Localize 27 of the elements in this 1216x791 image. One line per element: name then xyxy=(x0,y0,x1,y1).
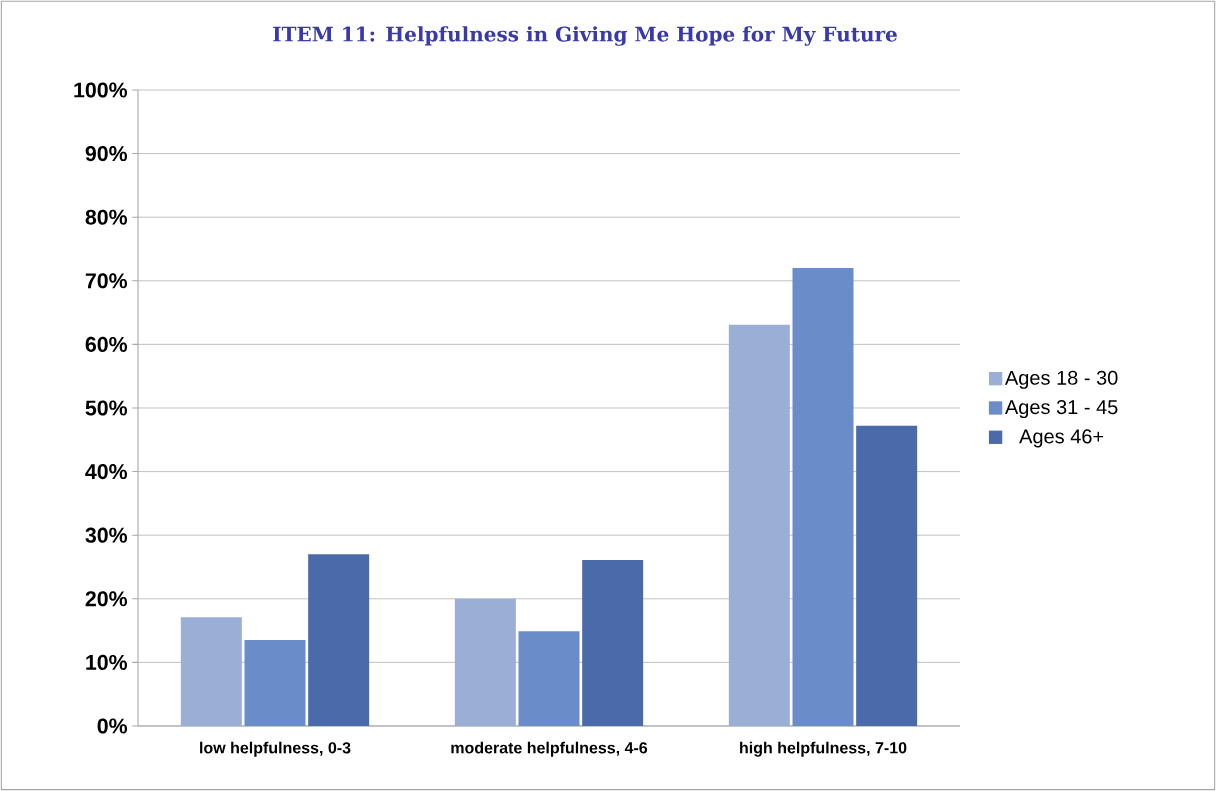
bar xyxy=(180,617,242,726)
y-tick-label: 0% xyxy=(97,718,128,734)
y-tick-label: 20% xyxy=(85,591,128,607)
y-tick-label: 10% xyxy=(86,654,128,670)
x-tick-label: moderate helpfulness, 4-6 xyxy=(451,741,648,757)
bar xyxy=(582,559,644,726)
y-tick-label: 50% xyxy=(85,400,128,416)
bar xyxy=(244,640,306,726)
bar xyxy=(308,554,370,726)
y-tick-label: 70% xyxy=(85,273,128,289)
bar xyxy=(856,425,918,726)
legend-label: Ages 31 - 45 xyxy=(1004,400,1118,419)
y-tick-label: 80% xyxy=(85,209,128,225)
legend-label: Ages 18 - 30 xyxy=(1004,370,1118,389)
bar xyxy=(792,268,854,726)
chart-title: ITEM 11: Helpfulness in Giving Me Hope for My Future xyxy=(273,26,897,46)
x-tick-label: high helpfulness, 7-10 xyxy=(740,741,907,757)
bar xyxy=(518,631,580,726)
y-tick-label: 30% xyxy=(85,527,128,543)
bar xyxy=(728,324,790,726)
y-tick-label: 100% xyxy=(74,82,128,98)
y-tick-label: 90% xyxy=(85,146,128,162)
bar xyxy=(454,598,516,726)
legend-label: Ages 46+ xyxy=(1019,429,1104,448)
y-tick-label: 40% xyxy=(85,464,128,480)
y-tick-label: 60% xyxy=(85,336,128,352)
x-tick-label: low helpfulness, 0-3 xyxy=(200,741,351,757)
